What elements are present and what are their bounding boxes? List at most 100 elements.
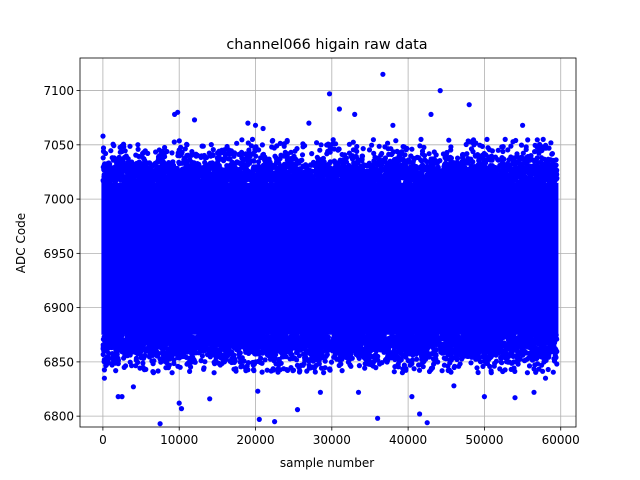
data-point [477, 359, 484, 365]
data-point [336, 362, 342, 369]
data-point [391, 342, 397, 348]
data-point [383, 356, 389, 362]
data-point [255, 159, 262, 165]
data-point [350, 340, 356, 346]
data-point [100, 155, 106, 161]
data-point [186, 173, 192, 180]
data-point [291, 167, 297, 173]
data-point [133, 357, 139, 363]
data-point [492, 174, 498, 180]
data-point [531, 163, 537, 169]
data-point [154, 159, 160, 165]
data-point [478, 179, 484, 185]
data-point [191, 179, 198, 185]
data-point [147, 160, 153, 166]
data-point [380, 339, 386, 345]
data-point [304, 335, 310, 341]
data-point [163, 177, 169, 183]
data-point [413, 171, 419, 177]
data-point [119, 169, 126, 175]
data-point [295, 171, 301, 177]
data-point [347, 177, 353, 183]
data-point [545, 345, 551, 351]
data-point [171, 170, 177, 176]
data-point [346, 141, 352, 147]
data-point [363, 341, 369, 347]
data-point [100, 342, 106, 348]
data-point [127, 172, 133, 178]
data-point [311, 179, 317, 185]
data-point [252, 174, 258, 180]
data-point [414, 356, 420, 362]
data-point [101, 367, 107, 373]
data-point [391, 369, 397, 375]
data-point [129, 363, 135, 369]
data-point [222, 179, 228, 185]
data-point [426, 151, 432, 157]
data-point [363, 335, 369, 341]
data-point [383, 169, 389, 175]
data-point [357, 337, 363, 343]
data-point [405, 341, 411, 347]
data-point [358, 349, 364, 355]
data-point [457, 177, 463, 183]
data-point [381, 349, 387, 355]
data-point [260, 338, 266, 344]
data-point [277, 156, 283, 162]
data-point [391, 347, 397, 353]
data-point [328, 359, 335, 365]
data-point [456, 164, 462, 170]
data-point [185, 178, 191, 184]
data-point [211, 370, 217, 376]
data-point [188, 334, 194, 340]
data-point [117, 335, 123, 341]
data-point [507, 178, 513, 185]
data-point [427, 178, 433, 184]
data-point [144, 346, 150, 352]
data-point [464, 340, 470, 346]
data-point [549, 151, 556, 157]
data-point [158, 177, 164, 183]
data-point [325, 337, 331, 343]
data-point [439, 368, 445, 374]
data-point [288, 338, 294, 345]
data-point [123, 167, 129, 173]
data-point [513, 177, 519, 183]
data-point [540, 136, 546, 142]
data-point [490, 332, 496, 338]
data-point [265, 167, 271, 173]
data-point [379, 178, 385, 184]
data-point [295, 178, 301, 184]
data-point [389, 355, 395, 361]
data-point [100, 336, 106, 342]
data-point [347, 172, 353, 178]
data-point [152, 332, 159, 338]
data-point [477, 347, 483, 353]
data-point [166, 160, 172, 166]
data-point [146, 333, 152, 339]
data-point [321, 370, 327, 376]
data-point [182, 157, 189, 163]
data-point [246, 350, 252, 356]
data-point [511, 172, 518, 178]
data-point [310, 338, 316, 344]
data-point [409, 332, 415, 338]
data-point [119, 348, 125, 354]
data-point [442, 161, 448, 168]
data-point [498, 359, 504, 365]
data-point [296, 353, 302, 359]
data-point [417, 143, 423, 149]
data-point [227, 358, 233, 364]
data-point [416, 362, 422, 368]
data-point [339, 151, 345, 158]
data-point [469, 178, 475, 184]
data-point [188, 169, 194, 175]
data-point [445, 342, 451, 348]
data-point [317, 176, 323, 182]
data-point [216, 178, 222, 184]
data-point [250, 158, 257, 164]
data-point [338, 170, 344, 176]
data-point [528, 332, 534, 338]
data-point [218, 346, 224, 352]
